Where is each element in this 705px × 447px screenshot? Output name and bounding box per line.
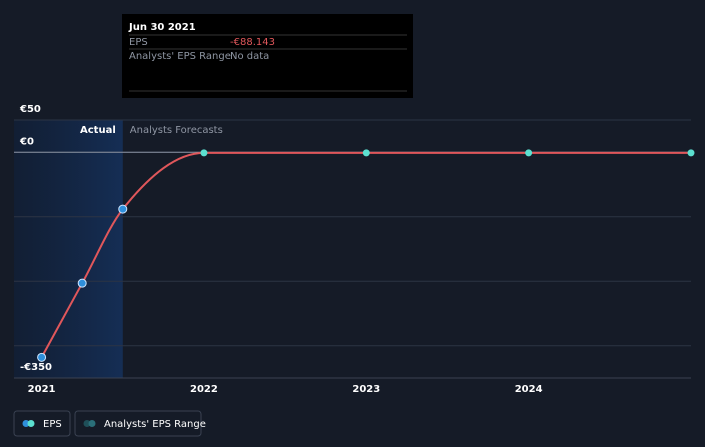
legend-swatch [88, 420, 96, 427]
x-tick-label: 2021 [28, 384, 56, 395]
y-tick-label: €50 [19, 104, 41, 115]
tooltip-label: EPS [129, 37, 148, 48]
actual-label: Actual [80, 125, 116, 136]
tooltip: Jun 30 2021 EPS -€88.143 Analysts' EPS Rang… [122, 14, 413, 98]
eps-point [687, 149, 695, 157]
eps-point [362, 149, 370, 157]
y-tick-label: -€350 [20, 362, 52, 373]
legend-swatch [22, 420, 30, 427]
eps-point [37, 352, 47, 362]
legend-label: EPS [43, 419, 62, 430]
eps-point [200, 149, 208, 157]
legend-swatch [27, 420, 35, 427]
actual-region [14, 120, 123, 378]
x-tick-label: 2024 [515, 384, 543, 395]
x-tick-label: 2022 [190, 384, 218, 395]
x-tick-label: 2023 [352, 384, 380, 395]
legend-label: Analysts' EPS Range [104, 419, 206, 430]
y-tick-label: €0 [19, 136, 34, 147]
eps-point [525, 149, 533, 157]
legend-button [74, 410, 202, 437]
tooltip-date: Jun 30 2021 [128, 22, 196, 33]
legend-button [13, 410, 71, 437]
eps-line [40, 151, 691, 358]
tooltip-label: Analysts' EPS Range [129, 51, 231, 62]
legend-item[interactable]: Analysts' EPS Range [74, 410, 206, 437]
eps-point [77, 278, 87, 288]
legend-swatch [83, 420, 91, 427]
eps-point [118, 204, 128, 214]
tooltip-value: No data [230, 51, 269, 62]
tooltip-box [122, 14, 413, 98]
legend-item[interactable]: EPS [13, 410, 71, 437]
tooltip-value: -€88.143 [230, 37, 275, 48]
forecast-label: Analysts Forecasts [130, 125, 223, 136]
